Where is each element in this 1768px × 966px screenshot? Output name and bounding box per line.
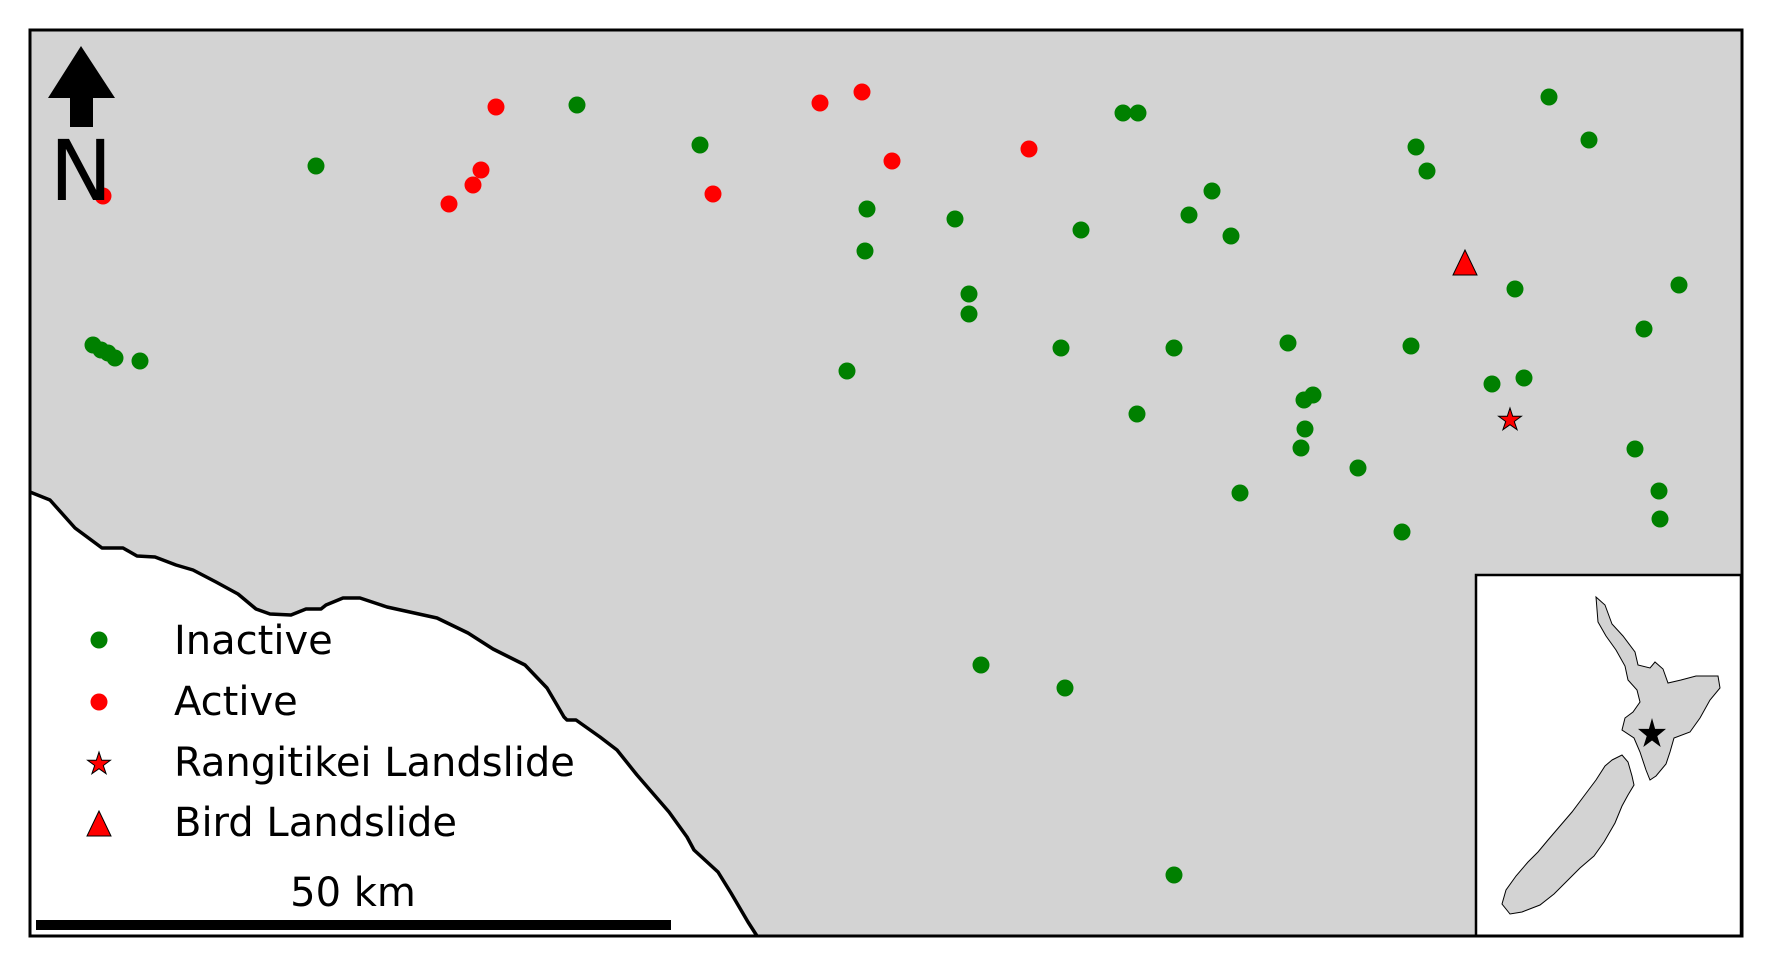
inactive-site-marker (1418, 162, 1436, 180)
inactive-site-marker (946, 210, 964, 228)
legend-triangle-icon (86, 809, 112, 837)
inactive-site-marker (1651, 510, 1669, 528)
map-frame (28, 28, 1744, 938)
inactive-site-marker (858, 200, 876, 218)
active-site-marker (472, 161, 490, 179)
inactive-site-marker (1483, 375, 1501, 393)
inactive-site-marker (1165, 866, 1183, 884)
inactive-site-marker (1231, 484, 1249, 502)
inactive-site-marker (1072, 221, 1090, 239)
active-site-marker (464, 176, 482, 194)
north-label: N (50, 122, 113, 220)
active-site-marker (853, 83, 871, 101)
inactive-site-marker (1128, 405, 1146, 423)
inactive-site-marker (1402, 337, 1420, 355)
rangitikei-landslide-star (1497, 406, 1523, 431)
scale-bar-line (36, 920, 671, 930)
inactive-site-marker (1407, 138, 1425, 156)
inactive-site-marker (1056, 679, 1074, 697)
inactive-site-marker (1670, 276, 1688, 294)
sea-area (30, 492, 757, 936)
inactive-site-marker (1304, 386, 1322, 404)
active-site-marker (440, 195, 458, 213)
inactive-site-marker (1292, 439, 1310, 457)
inactive-site-marker (1393, 523, 1411, 541)
active-site-marker (704, 185, 722, 203)
legend-inactive-icon (90, 631, 108, 649)
inactive-site-marker (1203, 182, 1221, 200)
active-site-marker (883, 152, 901, 170)
inset-north-island (1595, 595, 1721, 781)
inactive-site-marker (691, 136, 709, 154)
inactive-site-marker (1515, 369, 1533, 387)
north-arrow-icon (48, 46, 115, 127)
inactive-site-marker (856, 242, 874, 260)
inactive-site-marker (1650, 482, 1668, 500)
coastline (29, 490, 759, 937)
inset-map (1474, 573, 1743, 938)
bird-landslide-triangle (1452, 248, 1478, 276)
inactive-site-marker (1129, 104, 1147, 122)
legend-label-active: Active (174, 679, 298, 725)
inactive-site-marker (1506, 280, 1524, 298)
inactive-site-marker (1180, 206, 1198, 224)
inactive-site-marker (307, 157, 325, 175)
inactive-site-marker (1114, 104, 1132, 122)
inactive-site-marker (568, 96, 586, 114)
inactive-site-marker (131, 352, 149, 370)
inactive-site-marker (1626, 440, 1644, 458)
inactive-site-marker (838, 362, 856, 380)
inactive-site-marker (1052, 339, 1070, 357)
legend: Inactive Active Rangitikei Landslide Bir… (86, 618, 575, 846)
legend-label-rangitikei: Rangitikei Landslide (174, 740, 575, 786)
legend-label-bird: Bird Landslide (174, 800, 457, 846)
inactive-site-marker (1222, 227, 1240, 245)
inactive-site-marker (106, 349, 124, 367)
active-site-marker (1020, 140, 1038, 158)
site-markers (84, 83, 1688, 884)
inactive-site-marker (972, 656, 990, 674)
legend-active-icon (90, 693, 108, 711)
inactive-site-marker (960, 305, 978, 323)
inactive-site-marker (1165, 339, 1183, 357)
inactive-site-marker (1635, 320, 1653, 338)
inset-south-island (1501, 754, 1635, 915)
inactive-site-marker (960, 285, 978, 303)
scale-bar: 50 km (36, 870, 671, 930)
inactive-site-marker (1580, 131, 1598, 149)
map-area: N Inactive Active Rangitikei Landslide B… (28, 28, 1744, 938)
inactive-site-marker (1296, 420, 1314, 438)
north-arrow: N (48, 46, 115, 220)
legend-star-icon (86, 750, 112, 775)
legend-label-inactive: Inactive (174, 618, 333, 664)
active-site-marker (811, 94, 829, 112)
inactive-site-marker (1540, 88, 1558, 106)
inset-location-star (1638, 718, 1666, 747)
inactive-site-marker (1279, 334, 1297, 352)
inactive-site-marker (1349, 459, 1367, 477)
active-site-marker (94, 187, 112, 205)
scale-bar-label: 50 km (290, 870, 416, 916)
active-site-marker (487, 98, 505, 116)
